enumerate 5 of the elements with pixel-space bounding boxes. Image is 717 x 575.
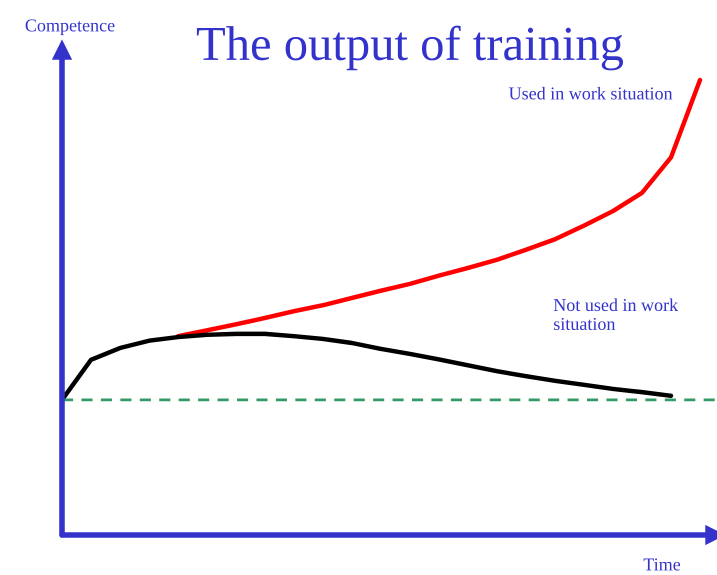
x-axis-title: Time (644, 558, 680, 571)
text: Not used in work situation (554, 298, 678, 330)
y-axis-title: Competence (26, 19, 114, 36)
series-label: Used in work situation (508, 86, 672, 100)
chart-title: The output of training (196, 26, 624, 70)
